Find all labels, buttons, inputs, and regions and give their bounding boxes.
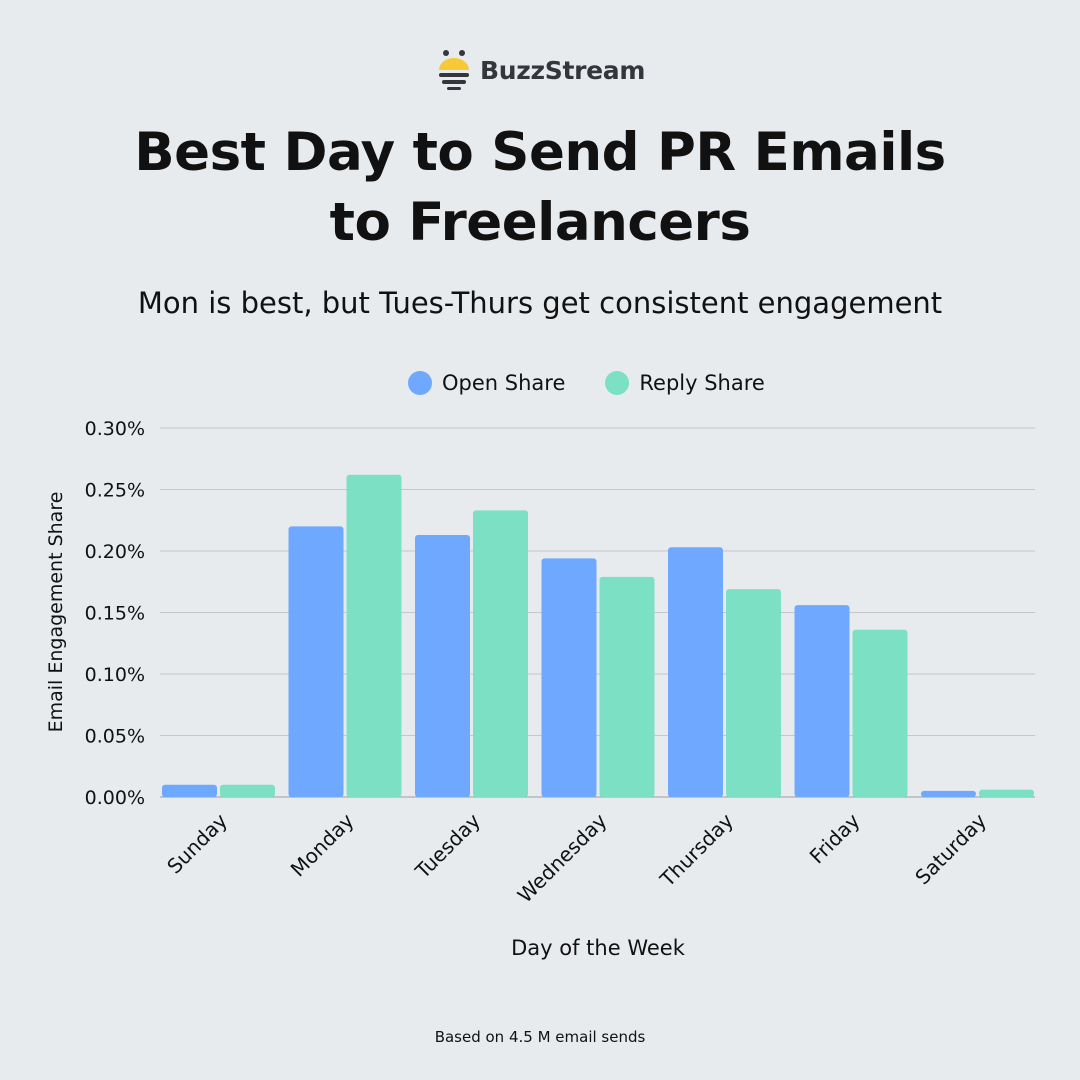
x-tick-label: Saturday bbox=[910, 808, 991, 889]
y-tick-label: 0.00% bbox=[85, 787, 145, 809]
bar-open-friday bbox=[794, 605, 850, 797]
bee-logo-icon bbox=[439, 50, 469, 90]
legend-open: Open Share bbox=[408, 371, 565, 395]
x-axis-label: Day of the Week bbox=[511, 936, 686, 960]
bar-reply-friday bbox=[852, 629, 908, 797]
y-tick-label: 0.20% bbox=[85, 541, 145, 563]
y-tick-label: 0.25% bbox=[85, 480, 145, 502]
buzzstream-logo: BuzzStream bbox=[436, 48, 645, 92]
y-tick-label: 0.05% bbox=[85, 726, 145, 748]
brand-name: BuzzStream bbox=[480, 55, 646, 85]
x-tick-label: Thursday bbox=[655, 808, 739, 892]
bar-open-thursday bbox=[668, 547, 723, 797]
y-tick-label: 0.30% bbox=[85, 418, 145, 440]
bar-reply-tuesday bbox=[473, 510, 528, 797]
legend-open-label: Open Share bbox=[442, 371, 566, 395]
x-tick-label: Tuesday bbox=[410, 808, 485, 883]
footer-note: Based on 4.5 M email sends bbox=[434, 1028, 646, 1046]
bar-open-sunday bbox=[162, 784, 217, 797]
bar-reply-wednesday bbox=[599, 576, 655, 797]
bar-reply-sunday bbox=[220, 784, 275, 797]
y-axis-label: Email Engagement Share bbox=[45, 492, 67, 733]
page-title: Best Day to Send PR Emails to Freelancer… bbox=[0, 118, 1080, 258]
bar-reply-monday bbox=[346, 474, 402, 797]
bar-open-saturday bbox=[921, 790, 976, 797]
bar-open-monday bbox=[288, 526, 344, 797]
x-tick-label: Wednesday bbox=[513, 808, 612, 907]
y-tick-label: 0.10% bbox=[85, 664, 145, 686]
legend-reply: Reply Share bbox=[605, 371, 765, 395]
legend-reply-swatch bbox=[605, 371, 630, 395]
legend-open-swatch bbox=[408, 371, 432, 395]
x-tick-label: Friday bbox=[805, 808, 865, 868]
bar-open-wednesday bbox=[541, 558, 597, 797]
bar-open-tuesday bbox=[415, 535, 470, 797]
title-line-1: Best Day to Send PR Emails bbox=[134, 122, 946, 183]
bar-reply-thursday bbox=[726, 589, 781, 797]
legend-reply-label: Reply Share bbox=[639, 371, 765, 395]
x-tick-label: Sunday bbox=[162, 808, 232, 878]
y-tick-label: 0.15% bbox=[85, 603, 145, 625]
bar-reply-saturday bbox=[979, 789, 1034, 797]
title-line-2: to Freelancers bbox=[329, 192, 751, 253]
subtitle: Mon is best, but Tues-Thurs get consiste… bbox=[137, 286, 943, 320]
legend: Open Share Reply Share bbox=[408, 371, 805, 395]
x-tick-label: Monday bbox=[286, 808, 359, 881]
